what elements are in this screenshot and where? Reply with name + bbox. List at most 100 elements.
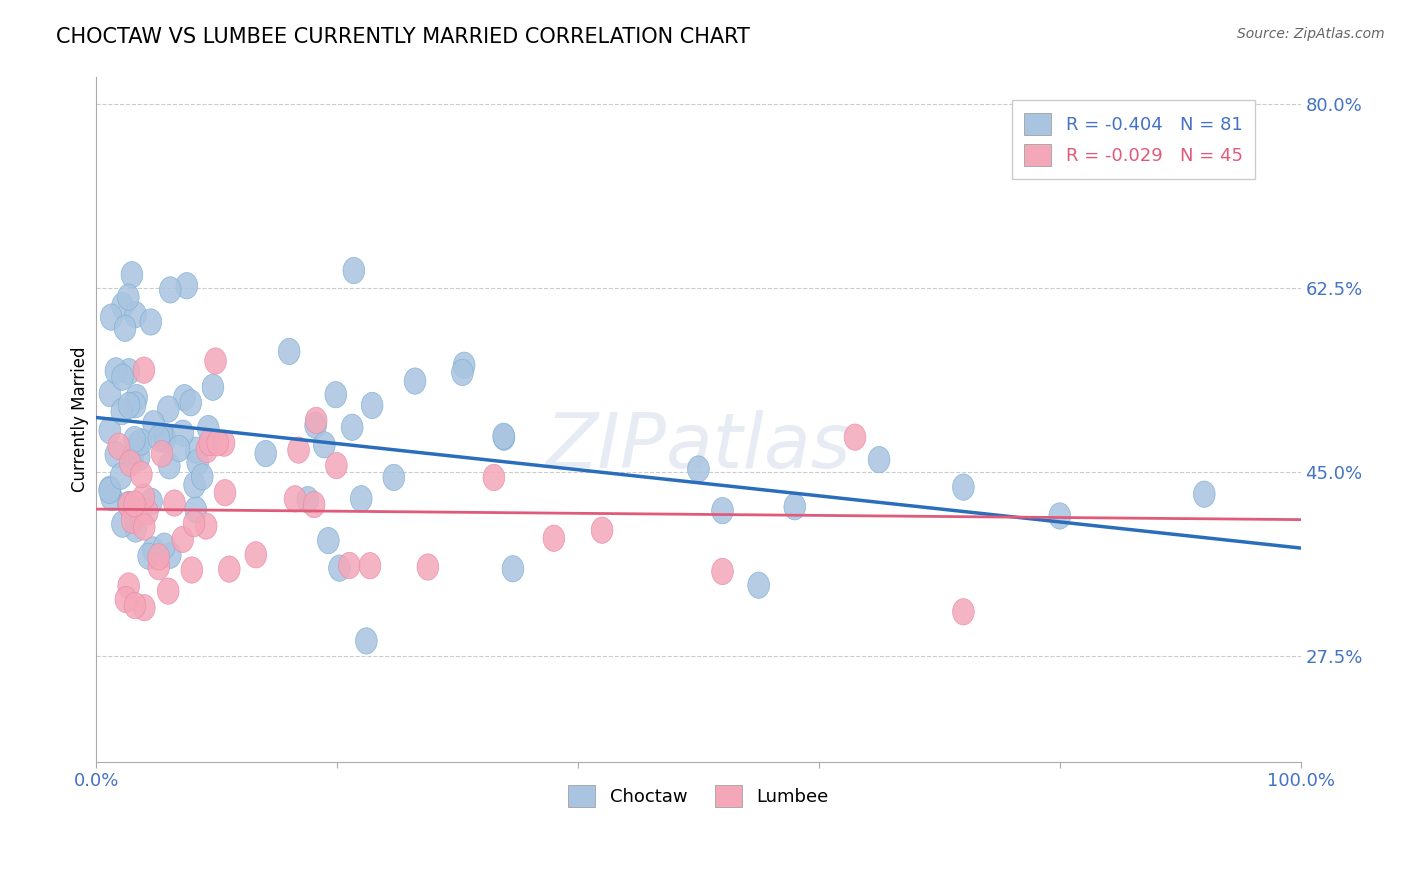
Ellipse shape — [125, 384, 148, 410]
Ellipse shape — [169, 435, 190, 462]
Ellipse shape — [124, 491, 145, 517]
Ellipse shape — [278, 338, 299, 365]
Ellipse shape — [207, 430, 229, 456]
Ellipse shape — [205, 348, 226, 374]
Ellipse shape — [181, 557, 202, 583]
Ellipse shape — [305, 412, 326, 439]
Ellipse shape — [404, 368, 426, 394]
Ellipse shape — [98, 380, 121, 407]
Ellipse shape — [128, 444, 150, 470]
Ellipse shape — [105, 358, 127, 384]
Ellipse shape — [329, 555, 350, 582]
Ellipse shape — [176, 273, 198, 299]
Ellipse shape — [785, 493, 806, 520]
Ellipse shape — [591, 517, 613, 543]
Ellipse shape — [254, 441, 277, 467]
Ellipse shape — [202, 374, 224, 401]
Ellipse shape — [218, 556, 240, 582]
Ellipse shape — [98, 417, 121, 444]
Ellipse shape — [159, 453, 180, 479]
Ellipse shape — [121, 261, 143, 288]
Ellipse shape — [214, 480, 236, 506]
Ellipse shape — [184, 472, 205, 498]
Ellipse shape — [711, 558, 734, 584]
Ellipse shape — [186, 497, 207, 523]
Ellipse shape — [361, 392, 382, 418]
Ellipse shape — [111, 511, 134, 537]
Ellipse shape — [494, 424, 515, 450]
Ellipse shape — [163, 490, 186, 516]
Ellipse shape — [688, 456, 709, 483]
Ellipse shape — [118, 392, 139, 418]
Ellipse shape — [122, 444, 143, 471]
Ellipse shape — [121, 507, 143, 533]
Ellipse shape — [359, 552, 381, 579]
Ellipse shape — [342, 414, 363, 441]
Ellipse shape — [108, 434, 129, 459]
Text: Source: ZipAtlas.com: Source: ZipAtlas.com — [1237, 27, 1385, 41]
Ellipse shape — [339, 552, 360, 579]
Ellipse shape — [492, 423, 515, 450]
Ellipse shape — [350, 485, 373, 512]
Ellipse shape — [326, 452, 347, 479]
Ellipse shape — [153, 533, 176, 559]
Ellipse shape — [198, 429, 221, 456]
Ellipse shape — [124, 426, 145, 453]
Ellipse shape — [111, 399, 132, 425]
Ellipse shape — [155, 426, 176, 452]
Ellipse shape — [118, 491, 139, 518]
Ellipse shape — [284, 485, 307, 512]
Ellipse shape — [1194, 481, 1215, 508]
Ellipse shape — [118, 359, 139, 384]
Ellipse shape — [1049, 503, 1070, 529]
Ellipse shape — [157, 396, 179, 422]
Y-axis label: Currently Married: Currently Married — [72, 347, 89, 492]
Ellipse shape — [418, 554, 439, 580]
Ellipse shape — [101, 484, 122, 511]
Ellipse shape — [356, 628, 377, 654]
Ellipse shape — [148, 544, 169, 570]
Ellipse shape — [173, 384, 195, 411]
Ellipse shape — [382, 465, 405, 491]
Ellipse shape — [134, 514, 155, 541]
Ellipse shape — [186, 437, 207, 463]
Ellipse shape — [136, 499, 157, 525]
Ellipse shape — [128, 431, 149, 458]
Ellipse shape — [318, 527, 339, 554]
Ellipse shape — [748, 572, 769, 599]
Ellipse shape — [869, 447, 890, 473]
Ellipse shape — [118, 573, 139, 599]
Ellipse shape — [502, 556, 524, 582]
Ellipse shape — [183, 510, 205, 537]
Text: ZIPatlas: ZIPatlas — [546, 410, 851, 484]
Ellipse shape — [343, 258, 364, 284]
Ellipse shape — [159, 542, 181, 568]
Ellipse shape — [159, 277, 181, 303]
Ellipse shape — [100, 304, 122, 330]
Ellipse shape — [314, 432, 335, 458]
Ellipse shape — [100, 476, 121, 502]
Ellipse shape — [148, 554, 170, 580]
Ellipse shape — [157, 578, 179, 604]
Ellipse shape — [142, 537, 165, 563]
Ellipse shape — [148, 425, 170, 451]
Ellipse shape — [195, 436, 218, 463]
Ellipse shape — [451, 359, 474, 385]
Ellipse shape — [125, 301, 146, 327]
Ellipse shape — [172, 420, 194, 446]
Ellipse shape — [118, 284, 139, 310]
Ellipse shape — [214, 430, 235, 457]
Ellipse shape — [288, 437, 309, 463]
Ellipse shape — [952, 599, 974, 625]
Ellipse shape — [143, 410, 165, 437]
Ellipse shape — [297, 486, 319, 513]
Ellipse shape — [172, 526, 194, 552]
Ellipse shape — [453, 352, 475, 378]
Ellipse shape — [195, 513, 217, 539]
Ellipse shape — [141, 309, 162, 335]
Ellipse shape — [543, 525, 565, 551]
Ellipse shape — [180, 390, 201, 416]
Ellipse shape — [115, 586, 136, 613]
Ellipse shape — [153, 423, 174, 450]
Ellipse shape — [245, 541, 267, 568]
